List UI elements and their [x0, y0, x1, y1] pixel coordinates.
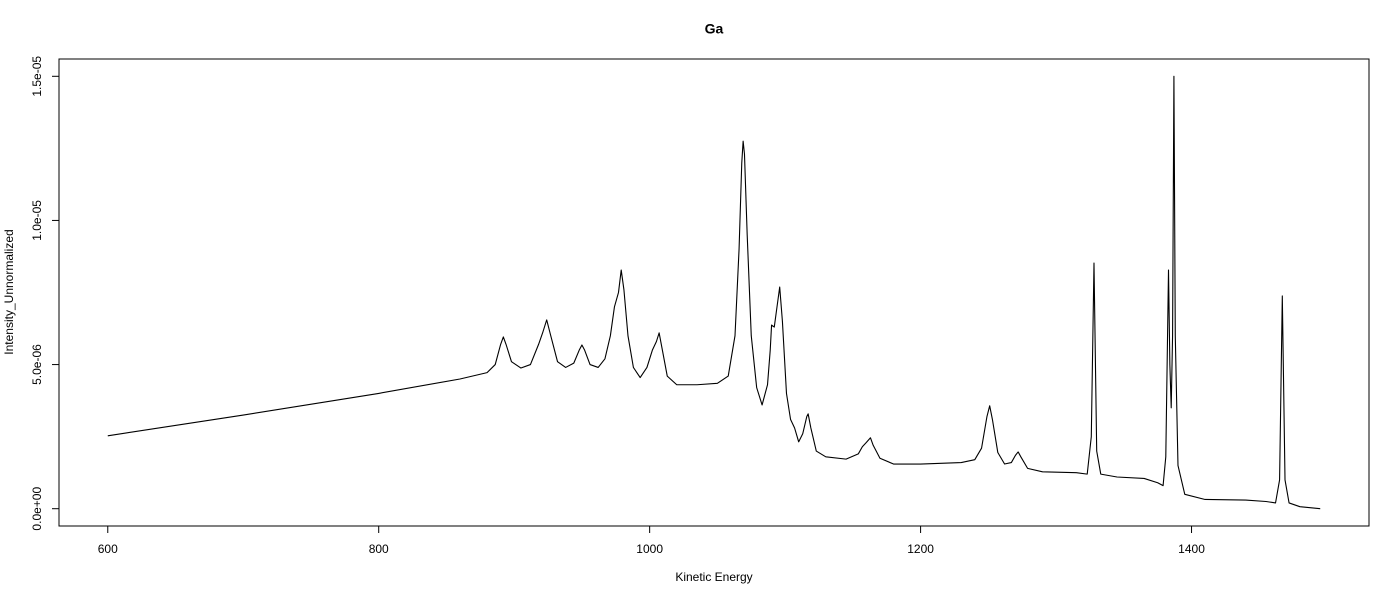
- x-tick-label: 1000: [636, 542, 663, 556]
- y-tick-label: 0.0e+00: [30, 487, 44, 531]
- y-tick-label: 5.0e-06: [30, 344, 44, 385]
- chart-title: Ga: [705, 21, 724, 37]
- x-axis-label: Kinetic Energy: [675, 570, 752, 584]
- plot-box: [58, 58, 1370, 527]
- x-tick-label: 1200: [907, 542, 934, 556]
- x-tick-label: 800: [369, 542, 389, 556]
- y-tick-label: 1.0e-05: [30, 200, 44, 241]
- y-tick-label: 1.5e-05: [30, 56, 44, 97]
- x-tick-label: 1400: [1178, 542, 1205, 556]
- x-tick-label: 600: [98, 542, 118, 556]
- y-axis-label: Intensity_Unnormalized: [2, 229, 16, 354]
- line-series: [107, 75, 1321, 510]
